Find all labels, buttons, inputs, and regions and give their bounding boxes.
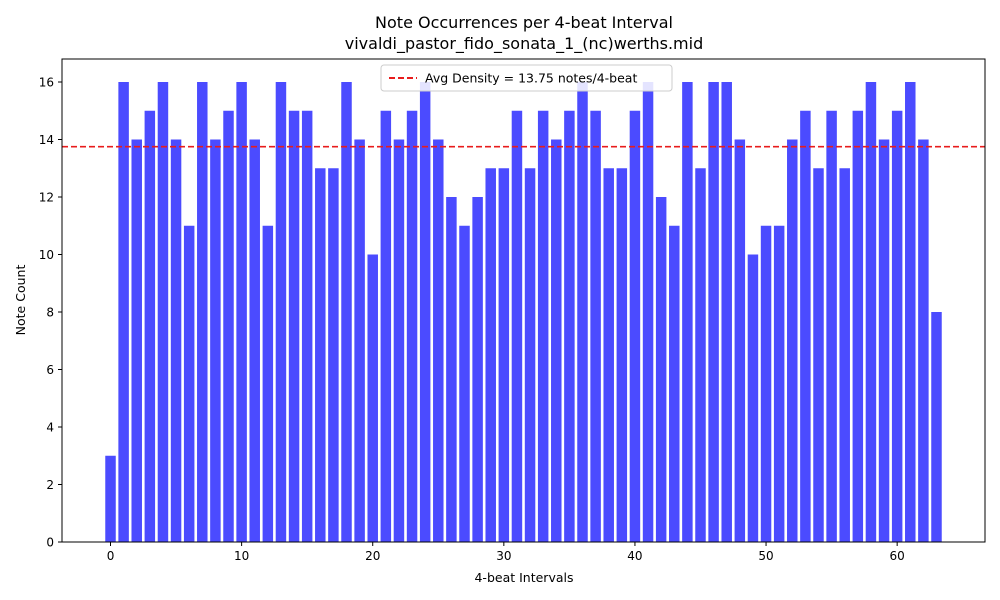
bar-62 — [918, 139, 929, 542]
chart-subtitle: vivaldi_pastor_fido_sonata_1_(nc)werths.… — [345, 34, 703, 54]
legend-box — [380, 64, 673, 92]
bar-25 — [433, 139, 444, 542]
bar-12 — [262, 225, 274, 542]
bar-0 — [105, 455, 116, 542]
bar-1 — [118, 82, 129, 542]
legend: Avg Density = 13.75 notes/4-beat — [380, 64, 673, 92]
bar-56 — [839, 168, 850, 542]
bar-32 — [524, 168, 536, 542]
bar-14 — [288, 110, 300, 542]
bar-45 — [695, 168, 706, 542]
bar-39 — [616, 168, 628, 542]
y-tick-label-6: 6 — [46, 363, 54, 377]
bar-63 — [931, 312, 942, 542]
bar-40 — [629, 110, 641, 542]
y-tick-label-12: 12 — [39, 191, 54, 205]
bar-47 — [721, 82, 732, 542]
bar-54 — [813, 168, 824, 542]
bar-36 — [577, 82, 588, 542]
bar-42 — [655, 197, 667, 542]
bar-4 — [157, 82, 169, 542]
chart-title: Note Occurrences per 4-beat Interval — [375, 13, 673, 32]
bar-8 — [210, 139, 221, 542]
plot-area-frame — [61, 58, 986, 543]
bar-26 — [446, 197, 457, 542]
bar-30 — [498, 168, 510, 542]
bar-48 — [734, 139, 746, 542]
bar-13 — [275, 82, 287, 542]
bar-24 — [419, 82, 431, 542]
bar-29 — [485, 168, 496, 542]
y-tick-label-14: 14 — [39, 133, 54, 147]
y-tick-label-4: 4 — [46, 421, 54, 435]
bar-43 — [669, 225, 680, 542]
bar-10 — [236, 82, 247, 542]
bar-15 — [301, 110, 313, 542]
x-axis-ticks: 0 10 20 30 40 50 60 — [107, 542, 905, 563]
x-axis-label: 4-beat Intervals — [474, 570, 573, 585]
bar-37 — [590, 110, 601, 542]
bar-31 — [511, 110, 523, 542]
y-tick-label-10: 10 — [39, 248, 54, 262]
bar-57 — [852, 110, 864, 542]
legend-label-average: Avg Density = 13.75 notes/4-beat — [425, 71, 637, 86]
bar-50 — [760, 225, 772, 542]
bar-6 — [183, 225, 195, 542]
bar-11 — [249, 139, 260, 542]
bar-59 — [878, 139, 890, 542]
bar-44 — [682, 82, 693, 542]
y-tick-label-8: 8 — [46, 306, 54, 320]
bar-60 — [891, 110, 903, 542]
x-tick-label-10: 10 — [234, 549, 249, 563]
bar-34 — [551, 139, 562, 542]
bar-9 — [223, 110, 234, 542]
bar-5 — [170, 139, 182, 542]
bars-group — [105, 82, 942, 542]
bar-20 — [367, 254, 378, 542]
bar-28 — [472, 197, 483, 542]
bar-35 — [564, 110, 575, 542]
bar-58 — [865, 82, 877, 542]
y-tick-label-16: 16 — [39, 76, 54, 90]
bar-16 — [315, 168, 326, 542]
bar-49 — [747, 254, 759, 542]
bar-18 — [341, 82, 352, 542]
x-tick-label-20: 20 — [365, 549, 380, 563]
y-tick-label-2: 2 — [46, 478, 54, 492]
bar-2 — [131, 139, 142, 542]
bar-19 — [354, 139, 365, 542]
bar-51 — [773, 225, 785, 542]
x-tick-label-0: 0 — [107, 549, 115, 563]
x-tick-label-50: 50 — [758, 549, 773, 563]
y-tick-label-0: 0 — [46, 536, 54, 550]
bar-33 — [537, 110, 549, 542]
bar-21 — [380, 110, 392, 542]
bar-23 — [406, 110, 418, 542]
bar-52 — [787, 139, 798, 542]
x-tick-label-40: 40 — [627, 549, 642, 563]
y-axis-label: Note Count — [13, 265, 28, 336]
bar-22 — [393, 139, 405, 542]
x-tick-label-30: 30 — [496, 549, 511, 563]
y-axis-ticks: 0 2 4 6 8 10 12 14 16 — [39, 76, 62, 550]
bar-17 — [328, 168, 339, 542]
bar-46 — [708, 82, 719, 542]
bar-61 — [905, 82, 916, 542]
bar-27 — [459, 225, 470, 542]
bar-53 — [800, 110, 811, 542]
x-tick-label-60: 60 — [890, 549, 905, 563]
bar-7 — [197, 82, 208, 542]
bar-41 — [642, 82, 654, 542]
bar-3 — [144, 110, 156, 542]
bar-55 — [826, 110, 837, 542]
bar-38 — [603, 168, 614, 542]
